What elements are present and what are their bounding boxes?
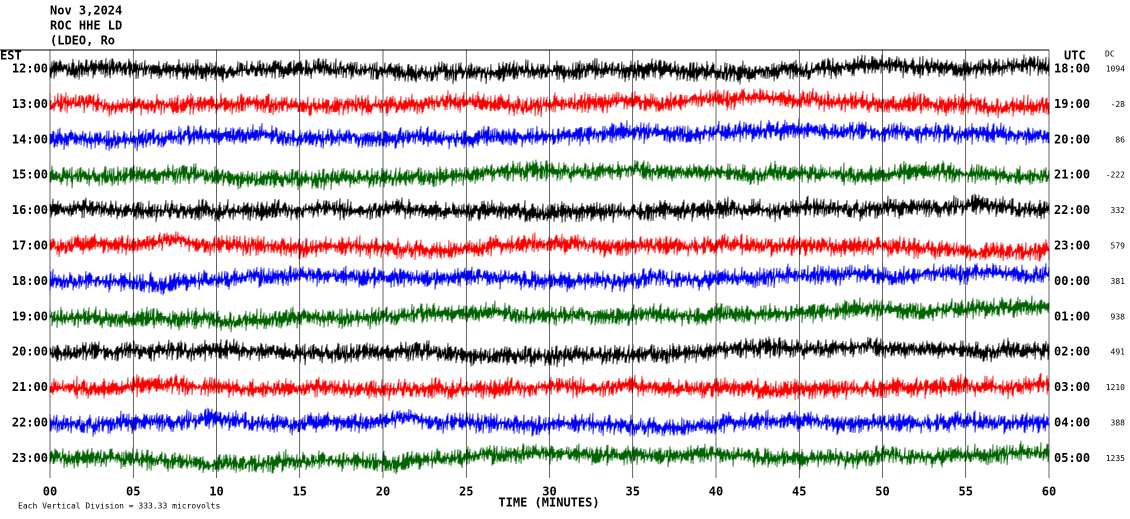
x-tick-label: 00 [43, 485, 57, 499]
dc-value: 388 [1111, 419, 1126, 428]
utc-label: 21:00 [1054, 168, 1090, 182]
dc-value: 381 [1111, 277, 1126, 286]
utc-label: 01:00 [1054, 309, 1090, 323]
utc-label: 04:00 [1054, 416, 1090, 430]
x-tick-label: 45 [792, 485, 806, 499]
est-label: 23:00 [12, 451, 48, 465]
dc-value: -28 [1111, 100, 1126, 109]
utc-label: 03:00 [1054, 380, 1090, 394]
x-tick-label: 50 [875, 485, 889, 499]
x-tick-label: 20 [376, 485, 390, 499]
est-label: 18:00 [12, 274, 48, 288]
utc-label: 23:00 [1054, 239, 1090, 253]
utc-label: 05:00 [1054, 451, 1090, 465]
est-label: 21:00 [12, 380, 48, 394]
est-label: 12:00 [12, 62, 48, 76]
station: ROC HHE LD [50, 19, 122, 33]
est-label: 13:00 [12, 97, 48, 111]
dc-value: 332 [1111, 206, 1126, 215]
est-label: 19:00 [12, 309, 48, 323]
utc-label: 20:00 [1054, 132, 1090, 146]
est-label: 20:00 [12, 345, 48, 359]
utc-label: 22:00 [1054, 203, 1090, 217]
dc-label: DC [1105, 50, 1115, 59]
x-tick-label: 40 [709, 485, 723, 499]
utc-label: 00:00 [1054, 274, 1090, 288]
est-label: 15:00 [12, 168, 48, 182]
x-tick-label: 55 [959, 485, 973, 499]
left-axis-label: EST [0, 49, 22, 63]
est-label: 14:00 [12, 132, 48, 146]
x-tick-label: 15 [293, 485, 307, 499]
x-tick-label: 30 [542, 485, 556, 499]
dc-value: 1235 [1106, 454, 1125, 463]
x-tick-label: 05 [126, 485, 140, 499]
x-tick-label: 10 [209, 485, 223, 499]
dc-value: 491 [1111, 348, 1126, 357]
est-label: 17:00 [12, 239, 48, 253]
x-tick-label: 35 [626, 485, 640, 499]
est-label: 22:00 [12, 416, 48, 430]
utc-label: 02:00 [1054, 345, 1090, 359]
utc-label: 19:00 [1054, 97, 1090, 111]
dc-value: 86 [1115, 135, 1125, 144]
est-label: 16:00 [12, 203, 48, 217]
utc-label: 18:00 [1054, 62, 1090, 76]
footer: Each Vertical Division = 333.33 microvol… [18, 502, 220, 511]
dc-value: 938 [1111, 312, 1126, 321]
right-axis-label: UTC [1064, 49, 1086, 63]
dc-value: 1094 [1106, 65, 1125, 74]
dc-value: 1210 [1106, 383, 1125, 392]
dc-value: -222 [1106, 171, 1125, 180]
date: Nov 3,2024 [50, 4, 122, 18]
x-tick-label: 60 [1042, 485, 1056, 499]
dc-value: 579 [1111, 242, 1126, 251]
x-tick-label: 25 [459, 485, 473, 499]
network: (LDEO, Ro [50, 34, 115, 48]
x-axis-label: TIME (MINUTES) [498, 496, 599, 510]
